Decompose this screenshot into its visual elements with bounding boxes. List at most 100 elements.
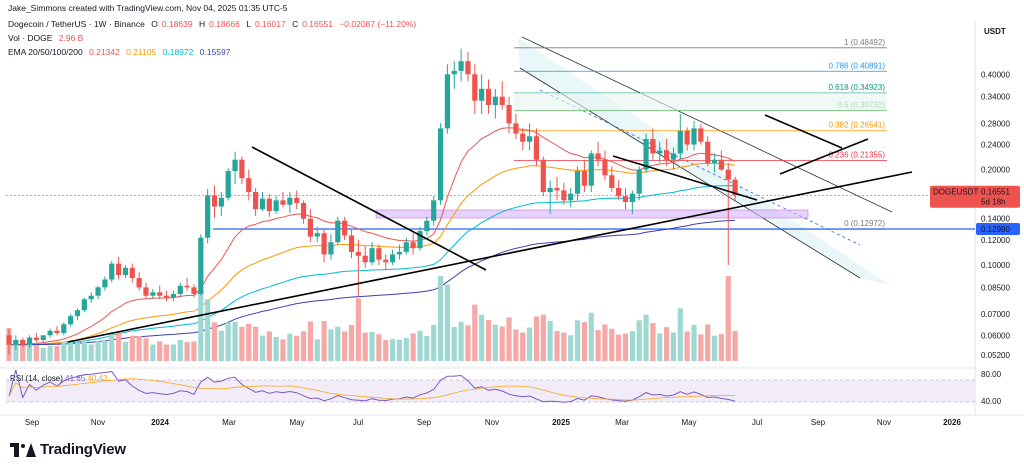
volume-bar <box>472 304 478 361</box>
candle-body <box>259 198 266 210</box>
volume-bar <box>513 329 519 361</box>
x-tick-label: Mar <box>615 418 629 427</box>
x-tick-label: 2024 <box>151 418 169 427</box>
candle-body <box>451 70 457 75</box>
volume-label[interactable]: Vol · DOGE <box>8 33 53 43</box>
candle-body <box>705 141 711 163</box>
volume-bar <box>732 330 738 361</box>
x-tick-label: Sep <box>811 418 826 427</box>
volume-bar <box>362 332 368 361</box>
channel-mid-line <box>539 89 861 246</box>
candle-body <box>417 231 423 249</box>
candle-body <box>198 237 204 295</box>
x-tick-label: Jul <box>752 418 762 427</box>
close-value: 0.16551 <box>302 19 333 29</box>
candle-body <box>163 295 170 298</box>
volume-bar <box>657 333 663 361</box>
price-tag-box <box>930 185 1020 208</box>
candle-body <box>629 193 635 203</box>
price-tag-price: 0.16551 <box>981 188 1010 197</box>
volume-bar <box>547 320 553 361</box>
volume-bar <box>157 341 163 361</box>
candle-body <box>40 335 46 340</box>
candle-body <box>485 88 492 105</box>
volume-bar <box>396 339 403 361</box>
candle-body <box>348 235 355 252</box>
rsi-lower-label: 40.00 <box>981 397 1002 406</box>
open-value: 0.18639 <box>161 19 193 29</box>
candle-body <box>479 88 485 101</box>
candle-body <box>547 188 553 193</box>
candle-body <box>211 195 218 207</box>
volume-bar <box>61 341 67 361</box>
volume-bar <box>68 342 74 361</box>
volume-bar <box>211 322 218 361</box>
volume-bar <box>40 347 46 361</box>
tradingview-logo-text: TradingView <box>40 441 126 458</box>
candle-body <box>218 197 224 207</box>
candle-body <box>143 287 149 296</box>
candle-body <box>527 136 533 142</box>
ema-label[interactable]: EMA 20/50/100/200 <box>8 47 83 57</box>
candle-body <box>362 255 368 263</box>
short-trendline-b <box>764 114 843 149</box>
volume-bar <box>568 335 574 361</box>
volume-bar <box>47 345 53 361</box>
close-label: C <box>292 19 299 29</box>
volume-bar <box>527 327 533 361</box>
symbol-name[interactable]: Dogecoin / TetherUS · 1W · Binance <box>8 19 145 29</box>
volume-bar <box>314 339 320 361</box>
volume-bar <box>184 342 190 361</box>
candle-body <box>129 267 135 278</box>
candle-body <box>246 178 252 193</box>
volume-bar <box>300 331 307 361</box>
volume-bar <box>691 324 697 361</box>
candle-body <box>20 339 26 345</box>
candle-body <box>184 285 190 288</box>
volume-line: Vol · DOGE 2.96 B <box>8 33 87 44</box>
candle-body <box>74 310 81 317</box>
volume-bar <box>595 330 601 361</box>
y-tick-label: 0.14000 <box>981 215 1010 224</box>
candle-body <box>287 197 293 205</box>
y-tick-label: 0.06000 <box>981 331 1010 340</box>
volume-bar <box>506 317 512 361</box>
candle-body <box>609 175 615 189</box>
candle-body <box>239 159 245 179</box>
x-tick-label: 2026 <box>943 418 961 427</box>
candle-body <box>554 188 560 191</box>
volume-bar <box>287 333 293 361</box>
volume-bar <box>170 344 176 361</box>
tradingview-logo-icon <box>10 442 36 457</box>
volume-bar <box>136 336 142 361</box>
candle-body <box>472 74 478 101</box>
volume-bar <box>636 320 642 361</box>
volume-bar <box>533 316 540 361</box>
candle-body <box>177 285 183 295</box>
volume-bar <box>602 324 608 361</box>
candle-body <box>636 169 642 194</box>
symbol-line: Dogecoin / TetherUS · 1W · Binance O 0.18… <box>8 19 420 30</box>
tradingview-logo[interactable]: TradingView <box>10 441 126 458</box>
volume-bar <box>499 326 505 361</box>
x-tick-label: May <box>681 418 696 427</box>
volume-bar <box>74 342 81 361</box>
x-tick-label: Nov <box>877 418 891 427</box>
volume-bar <box>253 326 259 361</box>
volume-bar <box>369 331 375 361</box>
open-label: O <box>151 19 158 29</box>
y-tick-label: 0.08500 <box>981 283 1010 292</box>
high-value: 0.18666 <box>209 19 240 29</box>
candle-body <box>506 104 512 124</box>
y-tick-label: 0.05200 <box>981 351 1010 360</box>
short-trendline-c <box>779 138 869 175</box>
candle-body <box>588 153 594 186</box>
volume-bar <box>355 298 361 361</box>
candle-body <box>68 316 74 325</box>
low-label: L <box>246 19 251 29</box>
volume-bar <box>321 321 327 361</box>
candle-body <box>136 277 142 288</box>
candle-body <box>383 259 389 263</box>
volume-bar <box>239 326 245 361</box>
